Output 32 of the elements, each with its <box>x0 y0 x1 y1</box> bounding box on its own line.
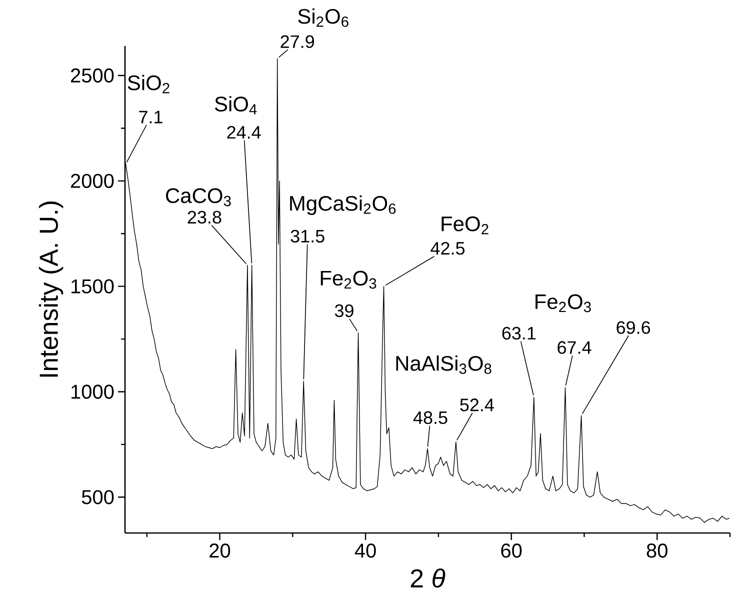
y-axis-title: Intensity (A. U.) <box>38 202 64 377</box>
annotation: 31.5 <box>290 230 324 243</box>
annotation: 39 <box>334 304 354 318</box>
annotation: 52.4 <box>460 398 494 412</box>
annotation: 7.1 <box>139 110 162 124</box>
annotation: 23.8 <box>188 210 222 224</box>
annotation: CaCO$_{3}$ <box>166 188 231 206</box>
annotation: FeO$_{2}$ <box>442 216 488 234</box>
y-tick-label: 1000 <box>72 384 114 399</box>
annotation: Fe$_{2}$O$_{3}$ <box>536 294 591 312</box>
annotation: 63.1 <box>502 326 536 340</box>
x-tick-label: 60 <box>501 544 522 558</box>
x-tick-label: 20 <box>210 544 230 558</box>
annotation: 24.4 <box>227 126 261 139</box>
y-tick-label: 1500 <box>72 279 114 294</box>
annotation: NaAlSi$_{3}$O$_{8}$ <box>396 355 492 374</box>
x-tick-label: 80 <box>646 544 668 558</box>
annotation: SiO$_{2}$ <box>128 74 170 94</box>
annotation: 27.9 <box>280 35 314 48</box>
annotation: 67.4 <box>558 341 592 354</box>
annotation: SiO$_{4}$ <box>214 96 257 114</box>
y-tick-label: 500 <box>82 490 114 504</box>
annotation: MgCaSi$_{2}$O$_{6}$ <box>290 195 396 215</box>
x-tick-label: 40 <box>354 544 376 558</box>
annotation: 48.5 <box>413 411 448 424</box>
x-axis-title: 2 θ <box>410 568 446 588</box>
text: Si$_{2}$O$_{6}$ <box>298 8 348 27</box>
annotation: Fe$_{2}$O$_{3}$ <box>320 270 376 289</box>
annotation: 69.6 <box>616 321 650 334</box>
y-tick-label: 2500 <box>70 68 114 83</box>
annotation: 42.5 <box>430 242 465 255</box>
y-tick-label: 2000 <box>70 174 114 188</box>
